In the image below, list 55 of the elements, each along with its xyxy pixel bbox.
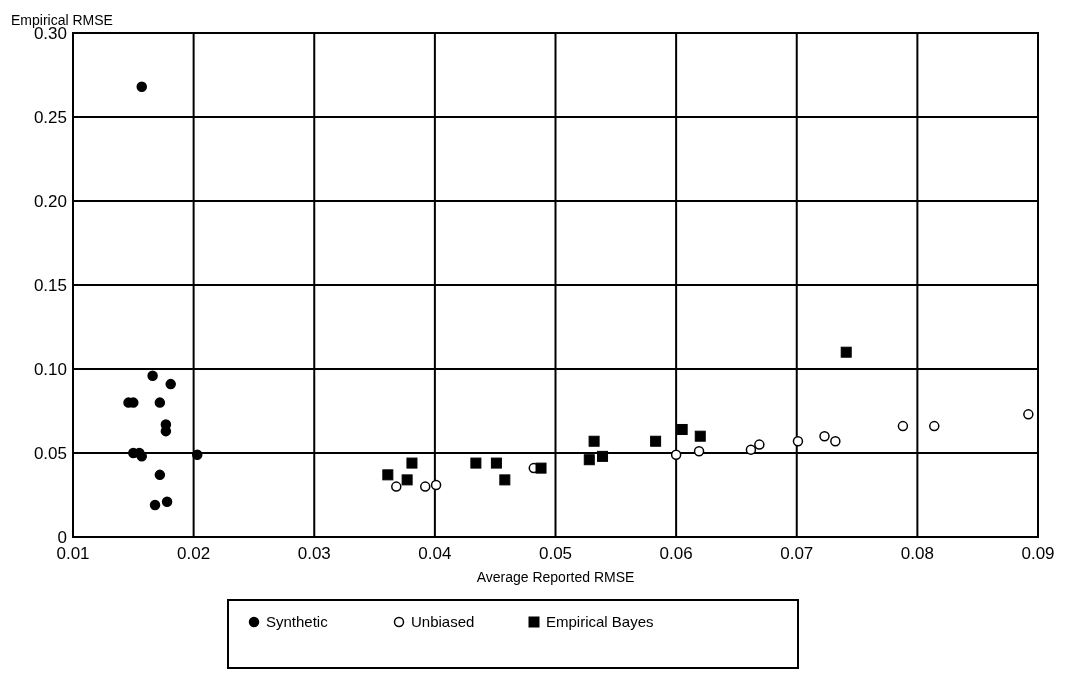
point [401,474,413,486]
point [792,435,804,447]
x-tick-label: 0.03 [297,544,331,563]
point [693,446,705,457]
point [499,474,511,486]
point [588,435,600,447]
point [191,449,203,460]
point [136,81,148,93]
x-axis-title: Average Reported RMSE [476,569,635,585]
point [149,499,161,511]
point [419,481,431,492]
y-tick-label: 0.15 [33,276,67,295]
point [165,378,176,390]
y-tick-label: 0.25 [33,108,67,127]
legend-label: Synthetic [266,613,329,630]
x-tick-label: 0.05 [538,544,573,563]
point [470,457,482,469]
point [406,457,418,469]
y-tick-label: 0.10 [33,360,67,379]
x-tick-label: 0.07 [780,544,814,563]
legend-label: Unbiased [411,613,475,630]
point [391,481,402,492]
point [490,457,502,469]
x-tick-label: 0.01 [56,544,90,563]
point [382,469,394,481]
point [819,430,830,442]
point [1023,409,1034,420]
x-tick-label: 0.04 [418,544,452,563]
point [929,420,940,432]
point [147,370,158,381]
point [754,439,765,450]
point [745,444,757,455]
point [897,420,909,432]
point [650,435,662,447]
point [694,430,706,442]
legend-label: Empirical Bayes [546,613,654,630]
x-tick-label: 0.08 [900,544,934,563]
x-tick-label: 0.09 [1021,544,1055,563]
y-tick-label: 0.05 [33,444,67,463]
point [161,496,173,507]
point [430,479,442,491]
point [154,397,166,408]
point [583,454,595,466]
point [597,450,609,462]
x-tick-label: 0.06 [659,544,693,563]
point [676,423,688,435]
y-tick-label: 0.20 [33,192,67,211]
point [535,462,547,474]
point [154,469,166,481]
point [840,346,852,358]
y-tick-label: 0 [57,528,67,547]
x-tick-label: 0.02 [177,544,211,563]
point [830,435,841,447]
point [136,451,148,462]
point [670,449,682,460]
